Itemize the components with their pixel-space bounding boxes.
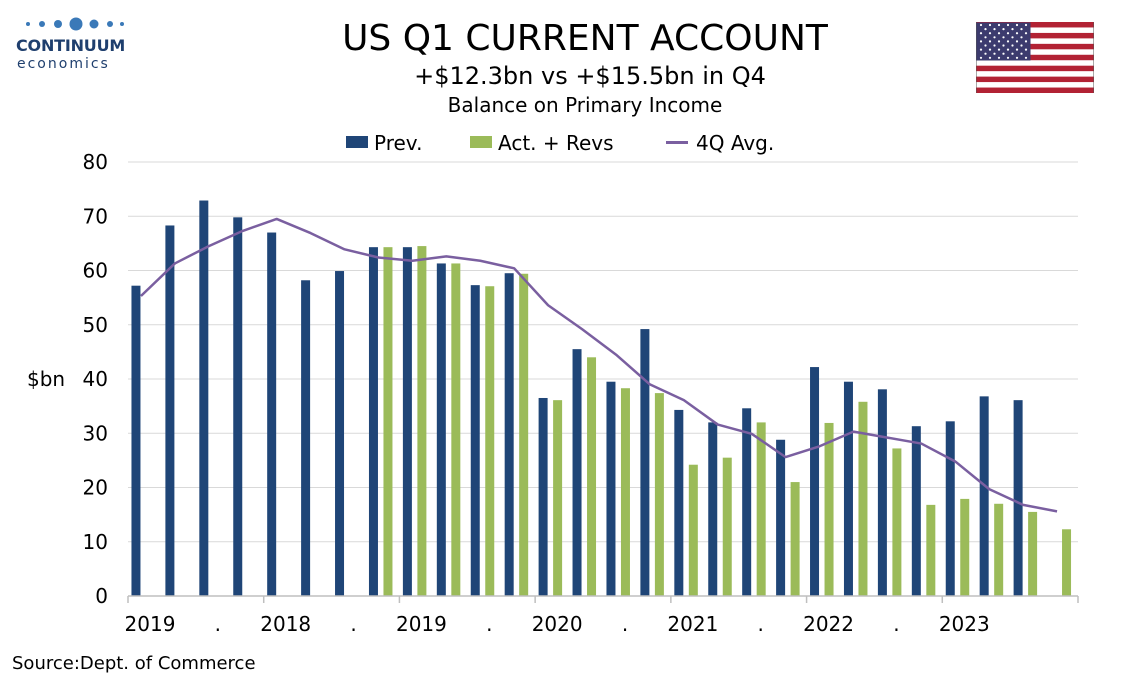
legend-label-act: Act. + Revs [498,131,614,155]
x-tick-label: 2021 [667,612,718,636]
bar-act [654,393,664,596]
bar-prev [979,396,989,596]
bar-prev [606,381,616,596]
bar-prev [640,329,650,596]
bar-act [926,504,936,596]
bar-act [824,422,834,596]
x-tick-label: . [215,612,221,636]
x-tick-label: 2023 [939,612,990,636]
bar-act [383,247,393,597]
source-note: Source:Dept. of Commerce [12,653,256,674]
bar-act [620,388,630,596]
bar-act [994,503,1004,596]
bar-prev [843,381,853,596]
bar-prev [776,439,786,596]
bar-prev [402,247,412,597]
bar-act [892,448,902,596]
logo-sub: economics [17,56,110,72]
bar-prev [504,273,514,596]
x-tick-label: 2020 [532,612,583,636]
legend-swatch-avg [666,141,688,144]
x-tick-label: . [758,612,764,636]
bar-act [960,498,970,596]
bar-prev [335,271,345,596]
legend-label-avg: 4Q Avg. [696,131,775,155]
source-label: Source: [12,653,80,674]
bar-act [553,400,563,596]
bar-prev [674,409,684,596]
x-tick-label: 2019 [396,612,447,636]
bar-prev [165,225,175,596]
bar-act [756,422,766,596]
bar-prev [911,426,921,596]
bar-act [587,357,597,596]
bar-prev [572,349,582,596]
y-tick-label: 10 [83,530,108,554]
bar-prev [368,247,378,597]
chart-subtitle: +$12.3bn vs +$15.5bn in Q4 [414,62,766,90]
x-tick-label: 2018 [260,612,311,636]
y-axis-label: $bn [27,367,65,391]
bar-act [858,401,868,596]
bar-prev [436,263,446,596]
bar-prev [470,285,480,596]
bar-prev [742,408,752,596]
chart-subtitle-2: Balance on Primary Income [447,93,723,117]
y-tick-label: 50 [83,313,108,337]
x-tick-label: . [893,612,899,636]
source-text: Dept. of Commerce [79,653,256,674]
bar-prev [131,285,141,596]
bar-act [519,273,529,596]
chart-title: US Q1 CURRENT ACCOUNT [342,18,828,59]
bar-act [451,263,461,596]
bar-prev [267,232,277,596]
y-tick-label: 80 [83,150,108,174]
us-flag-icon [976,22,1094,93]
bar-prev [538,397,548,596]
bar-act [485,286,495,596]
y-tick-label: 30 [83,421,108,445]
bar-act [790,482,800,596]
bar-act [417,246,427,596]
x-tick-label: . [622,612,628,636]
legend-swatch-act [470,136,492,148]
line-4q-avg [140,217,1058,513]
x-tick-label: 2022 [803,612,854,636]
bar-act [1062,529,1072,596]
bar-prev [233,217,243,596]
x-tick-label: . [350,612,356,636]
logo-dots-icon [26,17,124,31]
bar-prev [945,421,955,596]
bar-prev [301,280,311,596]
bar-prev [199,200,209,596]
legend-label-prev: Prev. [374,131,423,155]
bar-act [1028,511,1038,596]
x-tick-label: 2019 [125,612,176,636]
bar-act [688,464,698,596]
bar-prev [810,367,820,596]
bar-act [722,457,732,596]
y-tick-label: 0 [95,584,108,608]
x-tick-label: . [486,612,492,636]
y-tick-label: 40 [83,367,108,391]
y-tick-label: 20 [83,476,108,500]
legend-swatch-prev [346,136,368,148]
bar-prev [1013,400,1023,596]
bar-prev [708,422,718,596]
logo-name: CONTINUUM [16,36,126,55]
y-tick-label: 60 [83,259,108,283]
y-tick-label: 70 [83,204,108,228]
bar-prev [877,389,887,596]
